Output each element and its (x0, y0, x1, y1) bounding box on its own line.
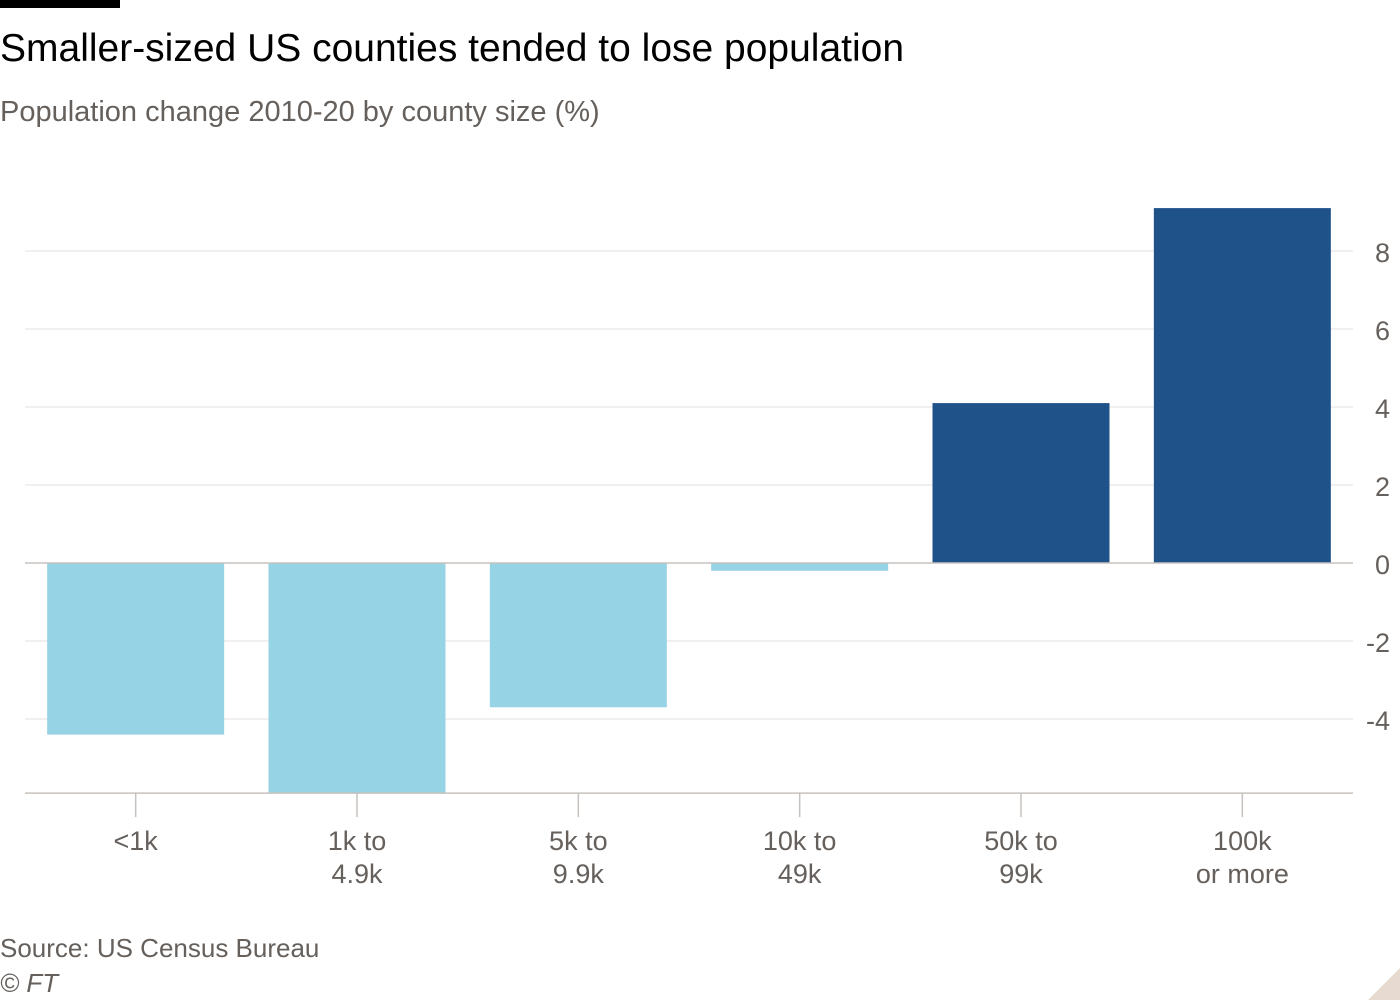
y-tick-label: 4 (1375, 394, 1390, 424)
x-tick-label: 50k to 99k (984, 826, 1058, 889)
y-tick-label: 8 (1375, 238, 1390, 268)
bar (47, 563, 225, 735)
y-tick-label: -4 (1366, 706, 1390, 736)
source-note: Source: US Census Bureau (0, 933, 320, 963)
x-tick-label: <1k (114, 826, 159, 856)
top-rule (0, 0, 120, 8)
x-tick-label: 100k or more (1196, 826, 1289, 889)
chart-title: Smaller-sized US counties tended to lose… (0, 27, 905, 70)
bar (489, 563, 667, 708)
y-tick-label: 0 (1375, 550, 1390, 580)
y-tick-label: -2 (1366, 628, 1390, 658)
bar (1153, 208, 1331, 563)
y-tick-label: 6 (1375, 316, 1390, 346)
bar (932, 403, 1110, 563)
ft-corner-mark (1368, 968, 1400, 1000)
chart-subtitle: Population change 2010-20 by county size… (0, 96, 600, 128)
bar (711, 563, 889, 571)
y-tick-label: 2 (1375, 472, 1390, 502)
x-tick-label: 10k to 49k (763, 826, 837, 889)
bar (268, 563, 446, 794)
x-tick-label: 5k to 9.9k (549, 826, 608, 889)
x-tick-label: 1k to 4.9k (328, 826, 387, 889)
ft-credit: © FT (0, 968, 59, 998)
